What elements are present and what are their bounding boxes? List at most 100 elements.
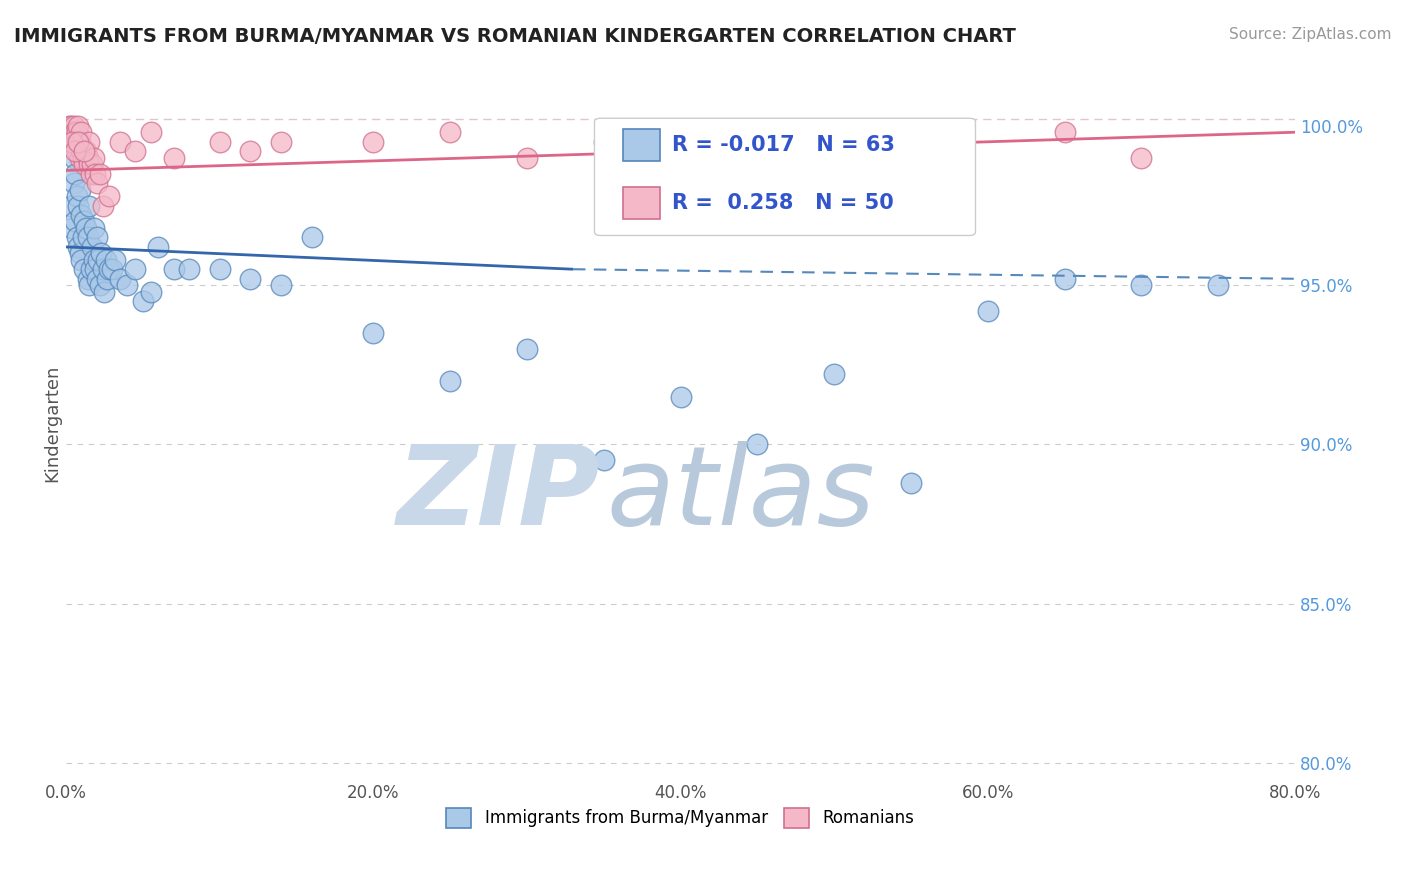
Point	[60, 220, 83, 235]
Point	[83, 252, 105, 267]
Point	[66, 125, 89, 139]
Text: Source: ZipAtlas.com: Source: ZipAtlas.com	[1229, 27, 1392, 42]
Point	[669, 390, 692, 404]
Text: atlas: atlas	[607, 442, 876, 549]
Text: R = -0.017   N = 63: R = -0.017 N = 63	[672, 135, 894, 155]
Point	[84, 167, 107, 181]
FancyBboxPatch shape	[623, 129, 659, 161]
Point	[94, 252, 117, 267]
Point	[76, 151, 98, 165]
Point	[83, 151, 105, 165]
Point	[82, 157, 104, 171]
Point	[1130, 151, 1153, 165]
Point	[301, 230, 323, 244]
Point	[58, 119, 80, 133]
Point	[75, 220, 97, 235]
Point	[977, 303, 1000, 318]
Point	[270, 278, 292, 293]
Point	[69, 135, 91, 149]
Point	[162, 151, 184, 165]
Point	[67, 240, 90, 254]
Point	[361, 326, 384, 340]
Point	[117, 278, 139, 293]
Point	[77, 157, 100, 171]
Point	[439, 125, 461, 139]
Point	[91, 262, 114, 277]
Point	[516, 151, 538, 165]
Point	[132, 294, 155, 309]
Point	[65, 167, 87, 181]
Point	[73, 262, 96, 277]
Point	[70, 252, 93, 267]
Point	[70, 125, 93, 139]
Point	[65, 125, 87, 139]
Point	[72, 151, 94, 165]
Point	[162, 262, 184, 277]
FancyBboxPatch shape	[595, 119, 976, 235]
Point	[82, 240, 104, 254]
Point	[439, 374, 461, 388]
Point	[86, 272, 108, 286]
Point	[86, 230, 108, 244]
Point	[76, 272, 98, 286]
Point	[98, 189, 121, 203]
Point	[77, 135, 100, 149]
Point	[1053, 272, 1076, 286]
Point	[77, 278, 100, 293]
Point	[124, 262, 146, 277]
Point	[79, 262, 101, 277]
Point	[77, 198, 100, 212]
Point	[592, 453, 614, 467]
Point	[67, 135, 90, 149]
Point	[89, 167, 111, 181]
Point	[96, 272, 118, 286]
Point	[69, 183, 91, 197]
Point	[98, 262, 121, 277]
Point	[108, 135, 131, 149]
Point	[361, 135, 384, 149]
Text: R =  0.258   N = 50: R = 0.258 N = 50	[672, 194, 894, 213]
Point	[67, 119, 90, 133]
Point	[747, 437, 769, 451]
Point	[60, 135, 83, 149]
Point	[60, 135, 83, 149]
Point	[65, 145, 87, 159]
Point	[86, 176, 108, 190]
Point	[73, 145, 96, 159]
Point	[177, 262, 200, 277]
Point	[70, 145, 93, 159]
Legend: Immigrants from Burma/Myanmar, Romanians: Immigrants from Burma/Myanmar, Romanians	[440, 801, 921, 835]
Point	[79, 167, 101, 181]
Point	[66, 145, 89, 159]
Point	[65, 214, 87, 228]
Point	[65, 135, 87, 149]
Point	[139, 285, 162, 299]
Point	[83, 220, 105, 235]
Point	[900, 135, 922, 149]
Point	[66, 189, 89, 203]
Point	[208, 262, 231, 277]
Point	[239, 145, 262, 159]
Point	[208, 135, 231, 149]
Point	[62, 119, 84, 133]
Point	[62, 176, 84, 190]
Point	[62, 125, 84, 139]
Point	[900, 475, 922, 490]
Point	[270, 135, 292, 149]
Point	[89, 278, 111, 293]
Point	[72, 230, 94, 244]
Point	[823, 368, 845, 382]
Point	[75, 145, 97, 159]
Point	[66, 230, 89, 244]
Point	[59, 119, 82, 133]
Point	[747, 135, 769, 149]
Point	[1206, 278, 1229, 293]
Point	[59, 125, 82, 139]
Point	[104, 252, 127, 267]
Text: ZIP: ZIP	[396, 442, 600, 549]
Point	[73, 214, 96, 228]
Point	[124, 145, 146, 159]
Point	[1053, 125, 1076, 139]
Point	[669, 145, 692, 159]
Point	[93, 285, 115, 299]
